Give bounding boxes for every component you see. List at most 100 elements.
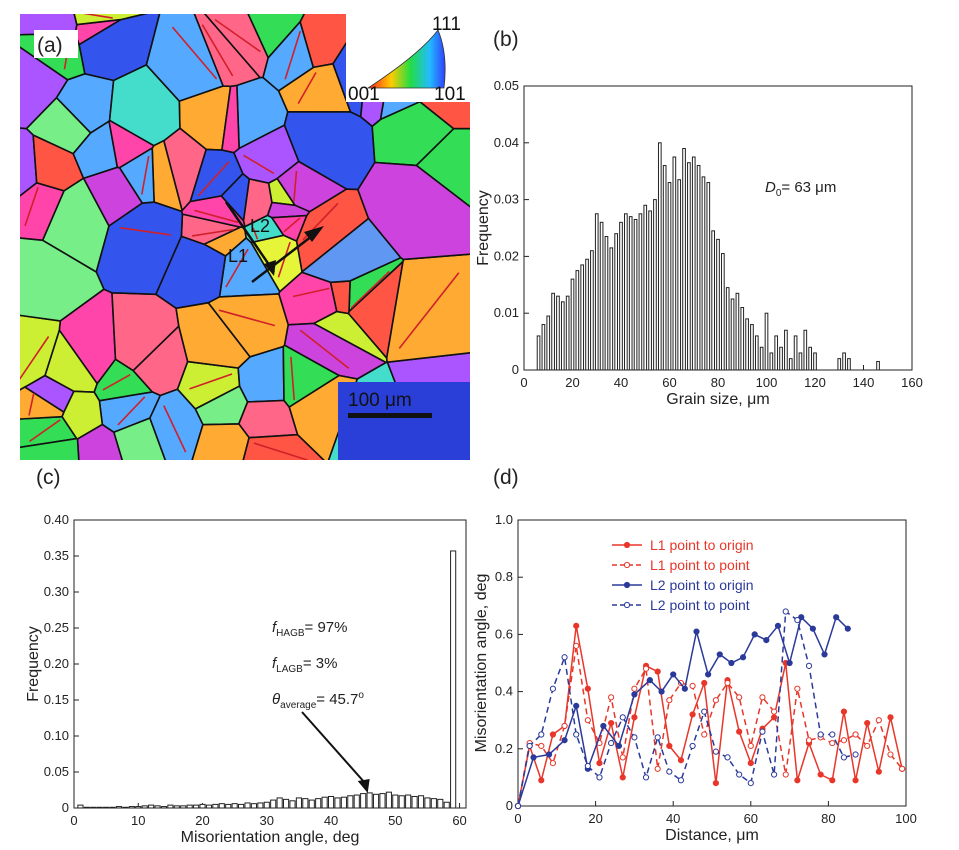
data-point [817,731,824,738]
twin-boundary [283,217,301,233]
bar [231,803,238,809]
data-point [712,697,719,704]
bar [604,236,609,371]
bar [392,794,399,809]
data-point [747,742,754,750]
y-tick-label: 0.01 [494,305,519,320]
twin-boundary [189,373,233,390]
bar [803,329,808,371]
twin-boundary [292,287,330,298]
bar [257,802,264,809]
bar [270,799,277,809]
line-l2 [251,235,313,283]
x-tick-label: 80 [711,375,725,390]
grain [300,217,402,284]
data-point [809,625,816,632]
average-arrowhead [357,779,370,793]
scale-bar-background [338,382,470,460]
data-point [549,685,557,692]
scale-bar-label: 100 μm [348,390,412,411]
data-point [619,754,626,761]
data-point [852,751,859,758]
bar [417,795,425,809]
bar [725,287,730,371]
grain [242,433,325,460]
legend-swatch-marker [623,581,631,589]
bar [590,250,594,371]
chart-panel-d: 0 20 40 60 80 100 0 0.2 0.4 0.6 0.8 1.0 Distance, μm… [473,512,917,844]
data-point [596,760,603,767]
data-point [584,717,591,724]
bar [263,801,270,809]
twin-boundary [350,270,390,309]
bar [667,182,672,371]
bar [551,292,555,371]
y-tick-label: 0.05 [494,78,519,93]
data-point [538,742,545,750]
y-tick-label: 0.4 [495,684,513,699]
bar [411,795,418,809]
data-point [829,731,836,738]
data-point [615,742,622,750]
data-point [840,737,848,744]
bar [609,247,614,371]
grain [149,388,204,460]
data-point [786,659,793,667]
bar [813,352,817,371]
bar [759,346,764,371]
grain [72,119,119,180]
arrowhead-l1 [264,260,276,276]
bar [536,335,541,371]
x-tick-label: 40 [324,813,338,828]
bar [735,292,740,371]
bar [556,295,560,371]
data-point [689,711,696,718]
data-point [573,731,580,738]
x-tick-label: 40 [614,375,628,390]
data-point [899,765,906,772]
data-point [538,731,545,738]
bar [793,335,798,371]
bar [148,804,155,809]
data-point [561,737,568,744]
bar [662,165,667,371]
bar [128,806,135,809]
data-point [728,659,735,667]
x-tick-label: 20 [588,811,602,826]
data-point [739,654,747,661]
y-tick-label: 0.10 [44,728,69,743]
twin-boundary [398,272,460,349]
bar [424,797,431,809]
theta-average-annotation: θaverage= 45.7o [272,690,364,711]
bar [619,221,623,371]
data-point [864,719,871,727]
legend-swatch-marker [623,601,631,609]
y-axis-title: Frequency [475,190,492,266]
y-tick-label: 0.05 [44,764,69,779]
x-axis-title: Misorientation angle, deg [181,829,360,846]
bar [784,329,788,371]
bar [238,803,245,809]
data-point [666,742,673,750]
data-point [608,719,615,727]
bar [779,346,783,371]
bar [585,258,589,371]
y-tick-label: 0.6 [495,626,513,641]
grain [20,14,78,36]
bar [347,795,354,809]
x-tick-label: 10 [131,813,145,828]
bar [774,335,779,371]
data-point [573,622,580,629]
y-tick-label: 0.35 [44,548,69,563]
bar [315,798,322,809]
legend-label: L2 point to point [650,597,750,613]
bar [541,324,546,371]
data-point [794,777,801,784]
data-point [829,739,836,747]
data-point [646,677,654,684]
bar [638,213,643,371]
bar [77,804,84,809]
data-point [763,637,770,644]
